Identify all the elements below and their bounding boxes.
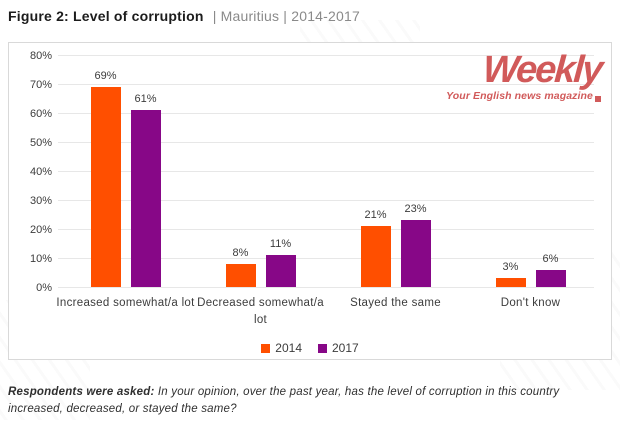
bar-value-label: 21% [364,209,387,222]
legend-label-2014: 2014 [275,341,302,355]
bar-value-label: 3% [502,261,519,274]
bar-value-label: 8% [232,246,249,259]
bar-group-1: 69% 61% [90,55,161,287]
bar-2014-2: 8% [225,247,256,287]
survey-question-note: Respondents were asked: In your opinion,… [8,384,614,419]
legend-item-2017: 2017 [318,341,359,355]
legend-item-2014: 2014 [261,341,302,355]
y-tick-label-70: 70% [29,79,52,91]
y-axis-labels: 0% 10% 20% 30% 40% 50% 60% 70% 80% [15,50,55,294]
legend-swatch-2014 [261,343,271,353]
bar-group-2: 8% 11% [225,55,296,287]
bar-value-label: 69% [94,69,117,82]
bar-2017-1: 61% [130,93,161,287]
gridline-30 [58,200,594,201]
bar-2014-3: 21% [360,209,391,287]
x-axis-labels: Increased somewhat/a lot Decreased somewh… [56,295,598,335]
weekly-logo: Weekly Your English news magazine [446,49,603,102]
chart: 0% 10% 20% 30% 40% 50% 60% 70% 80% 69% 61% 8% 11% 21… [8,42,612,360]
y-tick-label-50: 50% [29,137,52,149]
legend: 2014 2017 [9,341,611,355]
plot-area: 69% 61% 8% 11% 21% 23% 3% 6% [58,55,598,288]
x-category-label-4: Don't know [500,297,561,309]
x-category-label-1: Increased somewhat/a lot [56,297,195,309]
bar-2014-1: 69% [90,70,121,287]
bar-2017-2: 11% [265,238,296,287]
gridline-70 [58,84,594,85]
x-category-label-3: Stayed the same [350,297,441,309]
bar-value-label: 6% [542,252,559,265]
y-tick-label-30: 30% [29,195,52,207]
weekly-logo-mark [595,95,601,102]
figure-title-bold: Figure 2: Level of corruption [8,8,204,24]
weekly-logo-tagline: Your English news magazine [446,91,601,102]
y-tick-label-0: 0% [36,282,52,294]
gridline-50 [58,142,594,143]
y-tick-label-60: 60% [29,108,52,120]
weekly-logo-tagline-text: Your English news magazine [446,90,593,102]
gridline-60 [58,113,594,114]
figure-title: Figure 2: Level of corruption | Mauritiu… [8,8,360,24]
gridline-40 [58,171,594,172]
bar-2017-4: 6% [535,253,566,287]
y-tick-label-20: 20% [29,224,52,236]
y-tick-label-10: 10% [29,253,52,265]
bar-value-label: 23% [404,203,427,216]
gridline-0 [58,287,594,288]
y-tick-label-40: 40% [29,166,52,178]
bar-group-3: 21% 23% [360,55,431,287]
survey-question-lead: Respondents were asked: [8,386,155,398]
survey-question-text: In your opinion, over the past year, has… [8,386,560,416]
y-tick-label-80: 80% [29,50,52,62]
bar-2014-4: 3% [495,261,526,287]
legend-swatch-2017 [318,343,327,353]
legend-label-2017: 2017 [332,341,359,355]
bar-2017-3: 23% [400,203,431,287]
gridline-80 [58,55,594,56]
bar-group-4: 3% 6% [495,55,566,287]
bar-value-label: 61% [134,93,157,106]
x-category-label-2: Decreased somewhat/a lot [197,297,324,326]
gridline-20 [58,229,594,230]
figure-title-context: | Mauritius | 2014-2017 [212,8,360,24]
gridline-10 [58,258,594,259]
bar-value-label: 11% [269,238,292,251]
weekly-logo-wordmark: Weekly [481,49,603,91]
